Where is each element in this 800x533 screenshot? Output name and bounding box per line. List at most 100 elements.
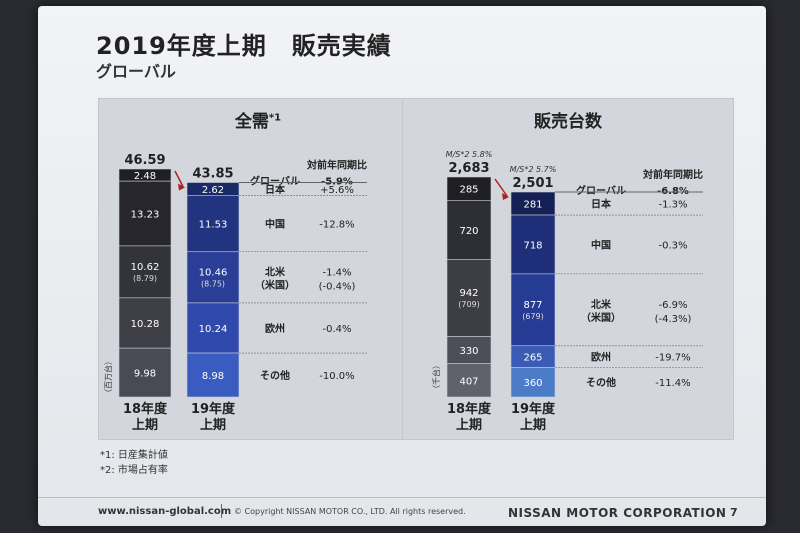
- page-number: 7: [730, 506, 738, 519]
- x-tick-label: 上期: [200, 418, 226, 433]
- yoy-ratio: -12.8%: [319, 220, 354, 231]
- panel-title: 販売台数: [534, 112, 602, 132]
- bar-segment: [118, 180, 172, 247]
- data-label: 360: [523, 378, 542, 389]
- x-tick-label: 上期: [132, 418, 158, 433]
- bar-segment: [510, 214, 556, 275]
- x-tick-label: 19年度: [511, 401, 556, 417]
- x-tick-label: 上期: [520, 418, 546, 433]
- bar-segment: [186, 251, 240, 304]
- region-label: （米国）: [581, 311, 621, 324]
- data-label: 330: [459, 346, 478, 357]
- brand-name: NISSAN MOTOR CORPORATION: [508, 506, 727, 520]
- yoy-ratio: +5.6%: [320, 185, 354, 196]
- ratio-header: 対前年同期比: [642, 168, 703, 181]
- trend-arrowhead: [502, 193, 509, 200]
- data-label: 2.48: [134, 171, 156, 182]
- data-label: 13.23: [131, 210, 160, 221]
- region-label: 中国: [265, 218, 285, 231]
- data-label: 10.62: [131, 262, 160, 273]
- market-share-label: M/S*2 5.7%: [510, 165, 557, 174]
- panel-title-footnote: *1: [268, 112, 282, 124]
- region-label: （米国）: [255, 278, 295, 291]
- data-label: 718: [523, 240, 542, 251]
- footer-url[interactable]: www.nissan-global.com: [98, 506, 232, 517]
- trend-arrowhead: [178, 183, 185, 191]
- sales-volume-panel: 販売台数 285 720 942 (709) 330 407 2,683 M/S*2 5.8%…: [402, 98, 734, 440]
- data-label: 265: [523, 353, 542, 364]
- data-label: 10.28: [131, 319, 160, 330]
- page-title: 2019年度上期 販売実績: [96, 32, 392, 60]
- bar-segment: [446, 336, 492, 364]
- yoy-ratio: -1.3%: [658, 200, 687, 211]
- total-label: 43.85: [192, 167, 233, 182]
- total-label: 2,501: [512, 176, 553, 191]
- region-label: 北米: [591, 298, 612, 311]
- data-label: 11.53: [199, 220, 228, 231]
- bar-segment: [118, 347, 172, 398]
- region-label: 欧州: [591, 351, 611, 364]
- panel-title-text: 全需: [234, 112, 269, 132]
- bar-segment: [118, 297, 172, 349]
- region-label: 欧州: [265, 322, 285, 335]
- data-sublabel: (679): [522, 312, 544, 321]
- total-demand-chart: 2.48 13.23 10.62(8.79) 10.28 9.98 46.59 18年度上期…: [103, 153, 367, 433]
- panel-title: 全需*1: [99, 107, 417, 132]
- footer: www.nissan-global.com © Copyright NISSAN…: [38, 497, 766, 526]
- data-label: 285: [459, 185, 478, 196]
- sales-volume-chart: 285 720 942(709) 330 407 2,683 M/S*2 5.8% 18年度上…: [431, 150, 703, 433]
- data-label: 720: [459, 226, 478, 237]
- bar-segment: [510, 273, 556, 347]
- bar-segment: [446, 363, 492, 398]
- footnote-2: *2: 市場占有率: [100, 465, 168, 476]
- bar-segment: [186, 195, 240, 253]
- ratio-header: 対前年同期比: [306, 159, 367, 172]
- region-label: 中国: [591, 238, 611, 251]
- data-label: 9.98: [134, 369, 156, 380]
- unit-label: （百万台）: [103, 357, 113, 397]
- total-demand-panel: 全需*1 2.48 13.23 10.62 (8.79) 10.28 9.98 46.59 1…: [98, 98, 418, 440]
- yoy-ratio: -10.0%: [319, 371, 354, 382]
- total-label: 2,683: [448, 161, 489, 176]
- bar-segment: [510, 367, 556, 398]
- page-subtitle: グローバル: [96, 62, 176, 81]
- data-label: 8.98: [202, 371, 224, 382]
- total-label: 46.59: [124, 153, 165, 168]
- global-label: グローバル: [250, 175, 300, 188]
- yoy-ratio: -6.9%: [658, 300, 687, 311]
- yoy-ratio-sub: (-0.4%): [319, 281, 356, 292]
- yoy-ratio: -0.4%: [322, 324, 351, 335]
- trend-arrow: [494, 178, 508, 197]
- region-label: 日本: [591, 198, 612, 211]
- region-label: 北米: [265, 265, 286, 278]
- data-label: 877: [523, 300, 542, 311]
- trend-arrow: [174, 170, 184, 187]
- data-label: 10.46: [199, 267, 228, 278]
- region-label: その他: [586, 376, 616, 389]
- global-label: グローバル: [576, 184, 626, 197]
- data-label: 281: [523, 200, 542, 211]
- slide: 2019年度上期 販売実績 グローバル 全需*1 2.48 13.23 10.62 (…: [38, 6, 766, 526]
- yoy-ratio: -11.4%: [655, 378, 690, 389]
- unit-label: （千台）: [431, 361, 441, 393]
- yoy-ratio-sub: (-4.3%): [655, 314, 692, 325]
- bar-segment: [186, 302, 240, 354]
- copyright: © Copyright NISSAN MOTOR CO., LTD. All r…: [234, 507, 466, 516]
- bar-segment: [446, 200, 492, 260]
- footer-divider: [221, 504, 222, 518]
- bar-segment: [446, 259, 492, 337]
- data-sublabel: (709): [458, 300, 480, 309]
- data-sublabel: (8.75): [201, 279, 225, 288]
- data-label: 407: [459, 376, 478, 387]
- x-tick-label: 上期: [456, 418, 482, 433]
- x-tick-label: 19年度: [191, 401, 236, 417]
- data-label: 2.62: [202, 185, 224, 196]
- yoy-ratio: -19.7%: [655, 353, 690, 364]
- yoy-ratio: -1.4%: [322, 267, 351, 278]
- data-label: 942: [459, 288, 478, 299]
- footnote-1: *1: 日産集計値: [100, 450, 168, 461]
- region-label: 日本: [265, 183, 286, 196]
- x-tick-label: 18年度: [447, 401, 492, 417]
- bar-segment: [186, 352, 240, 398]
- market-share-label: M/S*2 5.8%: [446, 150, 493, 159]
